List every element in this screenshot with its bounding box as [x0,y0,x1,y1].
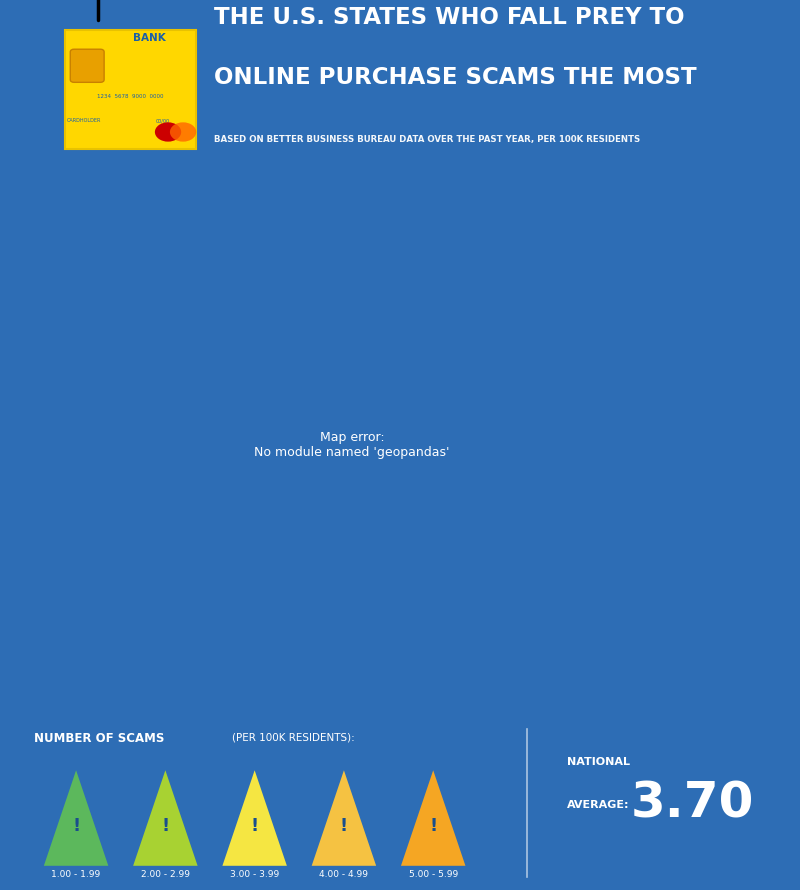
Text: Map error:
No module named 'geopandas': Map error: No module named 'geopandas' [254,431,450,459]
Text: 1.00 - 1.99: 1.00 - 1.99 [51,870,101,879]
Text: 5.00 - 5.99: 5.00 - 5.99 [409,870,458,879]
Text: AVERAGE:: AVERAGE: [567,800,630,810]
Text: BASED ON BETTER BUSINESS BUREAU DATA OVER THE PAST YEAR, PER 100K RESIDENTS: BASED ON BETTER BUSINESS BUREAU DATA OVE… [214,134,640,144]
Text: !: ! [250,817,258,835]
Text: 1234  5678  9000  0000: 1234 5678 9000 0000 [97,93,164,99]
FancyBboxPatch shape [70,49,104,83]
Polygon shape [44,770,108,866]
Polygon shape [222,770,287,866]
Text: NUMBER OF SCAMS: NUMBER OF SCAMS [34,732,164,746]
Text: 3.00 - 3.99: 3.00 - 3.99 [230,870,279,879]
Polygon shape [65,30,196,149]
Text: 3.70: 3.70 [630,780,754,827]
Text: !: ! [72,817,80,835]
Text: NATIONAL: NATIONAL [567,757,630,767]
Text: ONLINE PURCHASE SCAMS THE MOST: ONLINE PURCHASE SCAMS THE MOST [214,66,697,89]
Polygon shape [312,770,376,866]
Text: 2.00 - 2.99: 2.00 - 2.99 [141,870,190,879]
Polygon shape [401,770,466,866]
Text: 4.00 - 4.99: 4.00 - 4.99 [319,870,369,879]
Text: CARDHOLDER: CARDHOLDER [66,118,101,124]
Text: BANK: BANK [133,33,166,44]
Circle shape [170,122,196,142]
Polygon shape [133,770,198,866]
Text: THE U.S. STATES WHO FALL PREY TO: THE U.S. STATES WHO FALL PREY TO [214,6,684,29]
Circle shape [155,122,181,142]
Text: !: ! [340,817,348,835]
Text: (PER 100K RESIDENTS):: (PER 100K RESIDENTS): [232,732,355,742]
Text: !: ! [429,817,438,835]
Text: !: ! [162,817,170,835]
Text: 00/00: 00/00 [155,118,170,124]
